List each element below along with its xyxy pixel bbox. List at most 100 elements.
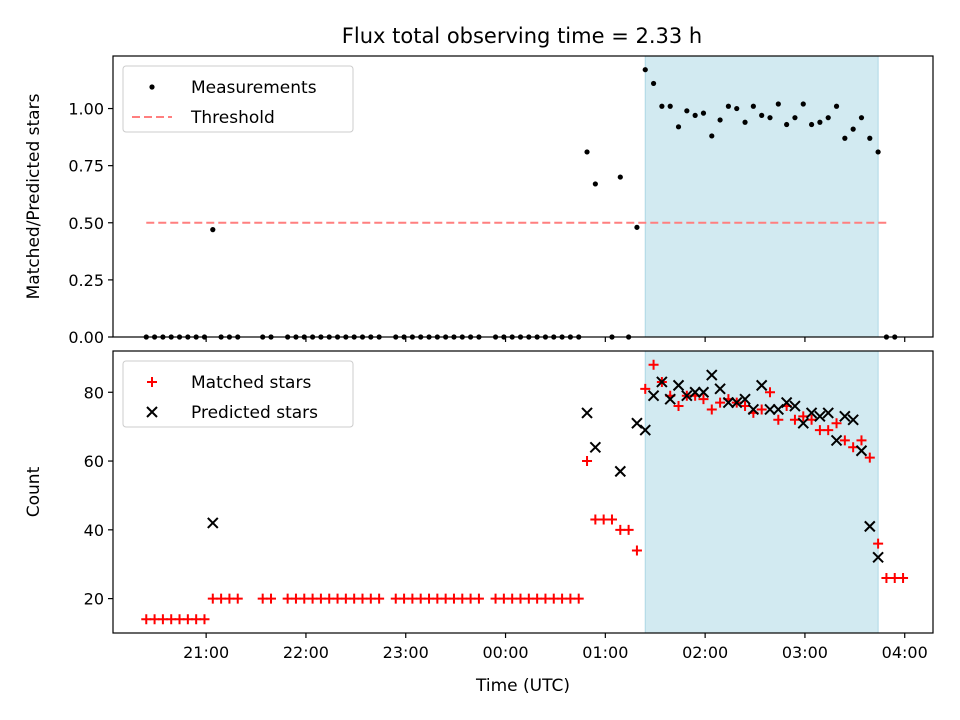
y-tick-label: 40 [84,521,104,540]
data-point [697,386,710,398]
data-point [614,465,627,478]
data-point [650,80,657,87]
legend-label: Predicted stars [191,403,318,423]
data-point [698,394,709,405]
data-point [842,135,848,141]
data-point [747,403,760,416]
panel-count: 20 40 60 80 21:00 22:00 23:00 00:00 01:00 02:00 03… [24,350,934,696]
data-point [784,121,790,128]
data-point [266,593,277,604]
data-point [722,396,735,409]
y-tick-label: 0.25 [68,271,104,290]
data-point [898,572,909,583]
observing-span [644,55,879,338]
data-point [847,414,859,426]
legend-marker [146,406,158,418]
y-axis-label: Count [24,466,44,517]
data-point [709,133,715,139]
data-point [731,396,743,409]
x-tick-label: 00:00 [482,643,528,662]
chart-title: Flux total observing time = 2.33 h [342,24,702,48]
data-point [830,434,843,447]
x-tick-label: 03:00 [782,643,828,662]
data-point [573,593,584,604]
data-point [606,514,617,525]
legend: Measurements Threshold [122,65,354,133]
data-point [725,103,732,109]
data-point [634,224,640,230]
legend-label: Measurements [191,78,317,98]
x-tick-label: 04:00 [882,643,928,662]
x-tick-label: 01:00 [582,643,628,662]
data-point [789,400,801,412]
y-tick-label: 0.00 [68,328,104,347]
legend-marker [147,377,157,387]
series-predicted-stars [207,369,884,564]
data-point [833,103,840,109]
data-point [780,396,793,409]
data-point [706,369,718,381]
x-tick-label: 22:00 [283,643,329,662]
legend-label: Matched stars [191,373,311,393]
data-point [664,393,676,405]
y-axis-label: Matched/Predicted stars [24,93,44,299]
data-point [740,401,751,412]
legend-marker [149,84,155,90]
data-point [750,103,756,109]
data-point [775,101,781,107]
data-point [734,105,740,112]
data-point [648,359,659,370]
data-point [673,401,684,412]
data-point [764,387,775,398]
data-point [675,124,682,130]
data-point [717,117,723,123]
data-point [374,593,385,604]
data-point [692,112,698,118]
data-point [789,414,800,425]
legend-box [122,360,354,428]
data-point [759,112,765,118]
y-tick-label: 0.75 [68,157,104,176]
data-point [823,425,834,436]
legend-box [122,65,354,133]
data-point [639,424,651,436]
data-point [805,407,818,419]
data-point [210,227,216,233]
data-point [808,121,815,128]
data-point [875,149,881,155]
data-point [473,593,484,604]
y-tick-label: 60 [84,452,104,471]
y-tick-label: 20 [84,590,104,609]
legend: Matched stars Predicted stars [122,360,354,428]
observing-span [644,350,879,634]
data-point [592,181,598,187]
data-point [814,410,826,423]
data-point [617,174,623,180]
data-point [684,108,690,114]
data-point [855,445,868,457]
y-tick-label: 0.50 [68,214,104,233]
data-point [867,135,873,141]
axes-frame [112,55,934,338]
data-point [825,115,831,121]
data-point [647,389,660,402]
series-matched-stars [141,359,909,625]
data-point [589,441,602,454]
data-point [689,386,701,398]
data-point [681,389,693,402]
data-point [706,404,717,415]
data-point [659,103,665,109]
data-point [232,593,243,604]
data-point [581,407,593,419]
data-point [800,101,806,107]
data-point [199,614,210,625]
x-axis-label: Time (UTC) [475,676,570,696]
data-point [872,551,884,564]
data-point [864,452,875,463]
data-point [739,393,751,405]
data-point [764,403,776,416]
data-point [848,442,859,453]
y-tick-label: 1.00 [68,100,104,119]
x-tick-label: 21:00 [183,643,229,662]
